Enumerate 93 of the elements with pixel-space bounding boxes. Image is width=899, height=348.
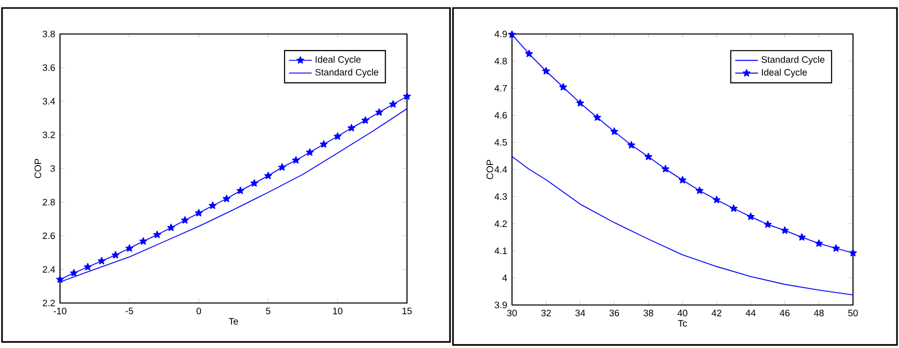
point: [56, 275, 64, 283]
x-tick-label: 36: [609, 310, 620, 316]
point: [832, 244, 840, 252]
y-axis-title: COP: [34, 158, 42, 178]
y-tick-label: 4.2: [494, 220, 507, 227]
line-series: [512, 156, 853, 296]
x-tick-label: 5: [266, 308, 270, 314]
y-tick-label: 4: [502, 274, 508, 282]
x-tick-label: 50: [848, 310, 858, 316]
point: [208, 202, 217, 209]
x-axis-title: Tc: [678, 320, 687, 327]
point: [559, 83, 567, 90]
x-tick-label: 32: [541, 310, 551, 316]
y-tick-label: 4.5: [494, 139, 507, 146]
y-tick-label: 4.6: [494, 112, 507, 119]
point: [264, 172, 272, 180]
point: [730, 204, 738, 212]
point: [194, 209, 203, 216]
point: [696, 186, 704, 194]
x-axis-title: Te: [228, 318, 238, 325]
point: [236, 186, 244, 194]
y-tick-label: 3.2: [42, 132, 55, 138]
y-tick-label: 2.8: [42, 198, 55, 206]
point: [746, 212, 755, 220]
point: [320, 140, 328, 148]
point: [849, 248, 857, 256]
x-tick-label: 42: [712, 310, 722, 316]
legend-label: Ideal Cycle: [762, 68, 807, 78]
point: [222, 194, 230, 202]
point: [764, 220, 772, 228]
point: [306, 148, 314, 156]
x-tick-label: 15: [402, 308, 412, 314]
y-tick-label: 2.4: [42, 266, 56, 273]
x-tick-label: 34: [575, 310, 586, 316]
y-tick-label: 3.8: [42, 30, 55, 38]
x-tick-label: 46: [780, 310, 790, 316]
y-tick-label: 3: [50, 165, 55, 172]
point: [98, 256, 106, 264]
point: [70, 269, 78, 276]
point: [610, 128, 618, 135]
point: [593, 113, 602, 121]
legend-label: Standard Cycle: [315, 68, 378, 78]
y-tick-label: 4.9: [494, 30, 507, 38]
x-tick-label: 30: [507, 310, 517, 316]
point: [375, 108, 384, 116]
y-tick-label: 4.4: [494, 166, 508, 173]
x-tick-label: 38: [644, 310, 654, 316]
legend-label: Standard Cycle: [762, 56, 824, 65]
point: [798, 233, 806, 241]
point: [334, 132, 342, 140]
point: [525, 50, 533, 58]
x-tick-label: 40: [678, 310, 688, 316]
point: [644, 152, 652, 160]
x-tick-label: 48: [814, 310, 824, 316]
point: [389, 100, 397, 108]
point: [181, 216, 189, 224]
x-tick-label: -5: [126, 308, 134, 314]
point: [362, 116, 370, 124]
point: [348, 124, 356, 132]
point: [712, 196, 720, 204]
point: [576, 99, 584, 106]
y-tick-label: 3.4: [42, 98, 56, 105]
point: [542, 67, 550, 74]
y-tick-label: 4.7: [494, 84, 507, 92]
point: [292, 156, 300, 164]
y-tick-label: 2.2: [42, 300, 55, 306]
point: [662, 164, 670, 172]
y-tick-label: 4.3: [494, 193, 507, 200]
point: [278, 163, 286, 171]
point: [139, 237, 148, 245]
y-tick-label: 3.9: [494, 302, 507, 308]
legend-label: Ideal Cycle: [316, 56, 361, 65]
y-axis-title: COP: [486, 160, 494, 180]
y-tick-label: 2.6: [42, 232, 55, 240]
x-tick-label: 10: [333, 308, 342, 314]
point: [780, 226, 789, 234]
point: [628, 141, 636, 148]
point: [508, 30, 516, 38]
x-tick-label: -10: [54, 308, 66, 314]
point: [815, 239, 823, 247]
y-tick-label: 4.1: [494, 248, 507, 254]
y-tick-label: 3.6: [42, 64, 55, 71]
point: [167, 224, 175, 232]
point: [112, 251, 120, 258]
x-tick-label: 44: [746, 310, 756, 316]
point: [153, 230, 161, 238]
point: [126, 244, 134, 252]
x-tick-label: 0: [196, 308, 202, 314]
point: [678, 176, 686, 184]
point: [403, 92, 411, 100]
point: [250, 179, 258, 187]
y-tick-label: 4.8: [494, 58, 507, 64]
point: [84, 263, 92, 270]
